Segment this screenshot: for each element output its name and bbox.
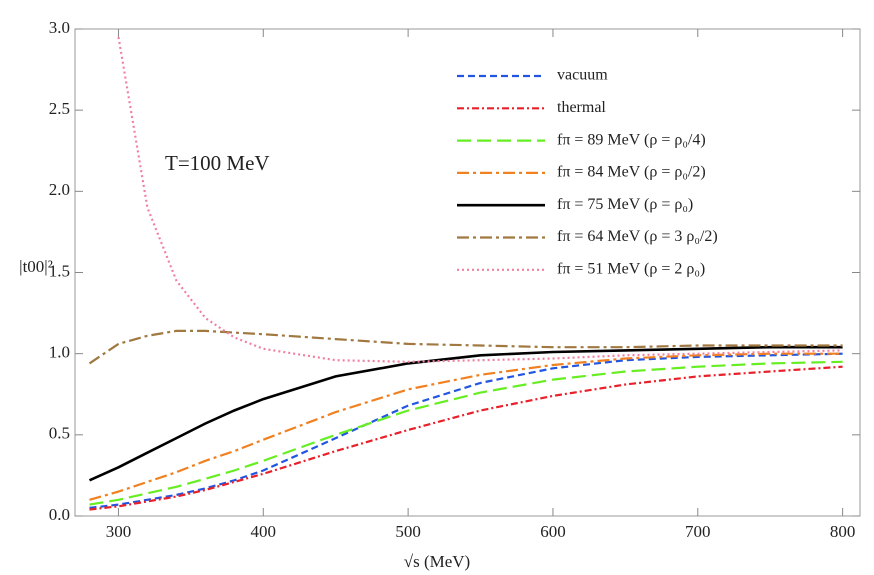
- series-line: [117, 36, 843, 363]
- x-tick-label: 500: [395, 522, 421, 541]
- plot-frame: [74, 28, 861, 517]
- legend-label: thermal: [557, 99, 606, 116]
- legend-label: vacuum: [557, 67, 608, 84]
- annotation: T=100 MeV: [165, 151, 270, 175]
- x-axis-label: √s (MeV): [404, 552, 470, 571]
- y-tick-label: 3.0: [49, 18, 70, 37]
- series-line: [89, 352, 843, 509]
- legend-label: fπ = 64 MeV (ρ = 3 ρ₀/2): [557, 228, 718, 245]
- lines: [88, 36, 843, 511]
- series-line: [89, 360, 843, 506]
- y-tick-label: 2.5: [49, 99, 70, 118]
- x-tick-label: 800: [830, 522, 856, 541]
- x-tick-label: 400: [251, 522, 277, 541]
- series-line: [88, 329, 843, 365]
- legend-label: fπ = 89 MeV (ρ = ρ₀/4): [557, 131, 706, 148]
- legend-label: fπ = 84 MeV (ρ = ρ₀/2): [557, 164, 706, 181]
- y-tick-label: 1.5: [49, 261, 70, 280]
- legend-label: fπ = 51 MeV (ρ = 2 ρ₀): [557, 260, 705, 277]
- y-tick-label: 0.0: [49, 505, 70, 524]
- y-tick-label: 0.5: [49, 424, 70, 443]
- series-line: [89, 352, 843, 501]
- x-tick-label: 600: [540, 522, 566, 541]
- legend-label: fπ = 75 MeV (ρ = ρ₀): [557, 196, 693, 213]
- x-tick-label: 700: [685, 522, 711, 541]
- y-tick-label: 1.0: [49, 343, 70, 362]
- x-tick-label: 300: [106, 522, 132, 541]
- y-tick-label: 2.0: [49, 180, 70, 199]
- series-line: [88, 345, 843, 482]
- y-axis-label: |t00|²: [19, 257, 53, 276]
